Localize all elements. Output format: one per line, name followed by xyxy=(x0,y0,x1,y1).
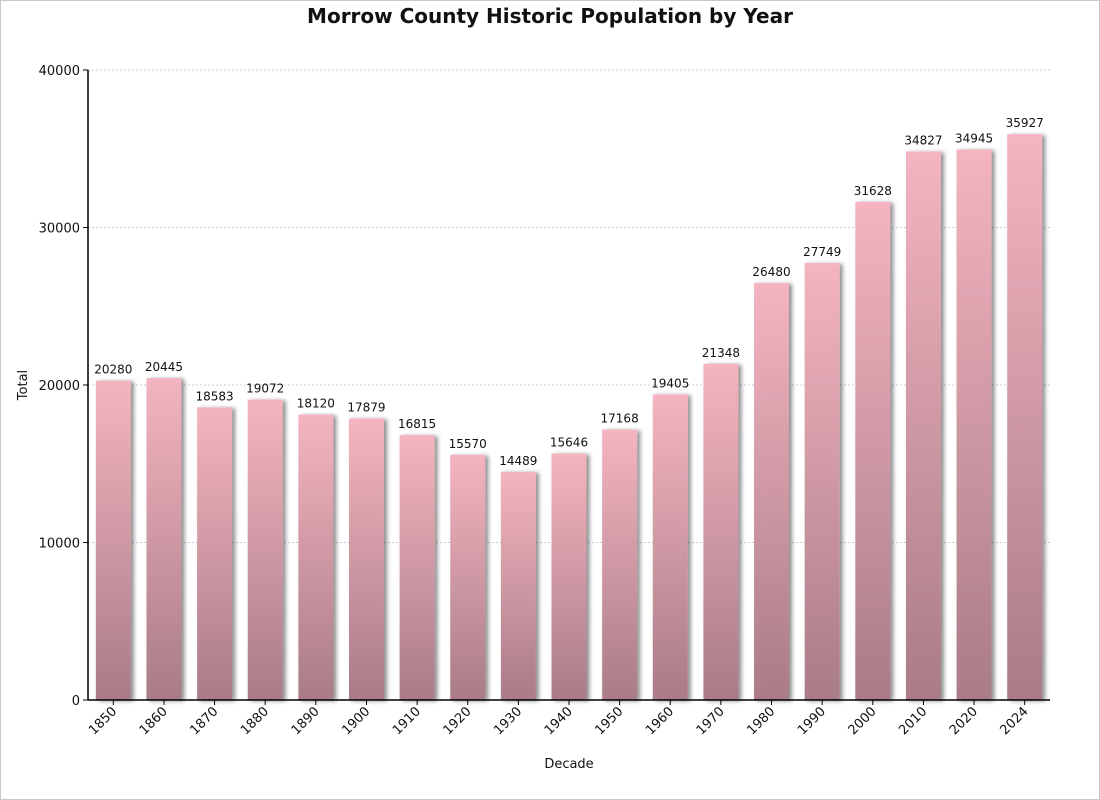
bar-1910 xyxy=(399,435,435,700)
data-label: 16815 xyxy=(398,417,436,431)
bar-1890 xyxy=(298,414,334,700)
x-tick-label: 1980 xyxy=(744,704,778,738)
bar-1930 xyxy=(500,471,536,700)
x-tick-label: 1920 xyxy=(441,704,475,738)
data-label: 20445 xyxy=(145,360,183,374)
data-label: 26480 xyxy=(752,265,790,279)
x-tick-label: 1890 xyxy=(289,704,323,738)
y-tick-label: 0 xyxy=(72,694,80,709)
data-label: 19405 xyxy=(651,376,689,390)
data-label: 35927 xyxy=(1006,116,1044,130)
data-label: 17168 xyxy=(601,412,639,426)
x-tick-label: 2020 xyxy=(947,704,981,738)
bar-1940 xyxy=(551,453,587,700)
bar-1870 xyxy=(197,407,233,700)
data-label: 18120 xyxy=(297,397,335,411)
data-label: 27749 xyxy=(803,245,841,259)
x-tick-label: 1970 xyxy=(694,704,728,738)
x-tick-label: 1930 xyxy=(491,704,525,738)
bar-2000 xyxy=(855,201,891,700)
y-tick-label: 40000 xyxy=(39,64,80,79)
x-tick-label: 1870 xyxy=(187,704,221,738)
y-tick-label: 20000 xyxy=(39,379,80,394)
bar-2010 xyxy=(905,151,941,701)
data-label: 31628 xyxy=(854,184,892,198)
x-axis-label: Decade xyxy=(544,757,593,772)
x-tick-label: 1950 xyxy=(592,704,626,738)
x-tick-label: 1900 xyxy=(339,704,373,738)
chart-title: Morrow County Historic Population by Yea… xyxy=(307,4,793,28)
x-tick-label: 1990 xyxy=(795,704,829,738)
bar-1860 xyxy=(146,377,182,700)
data-label: 19072 xyxy=(246,382,284,396)
bar-1900 xyxy=(349,418,384,700)
x-tick-label: 2000 xyxy=(846,704,880,738)
x-tick-label: 1880 xyxy=(238,704,272,738)
y-tick-label: 30000 xyxy=(39,222,80,237)
bar-1950 xyxy=(602,429,638,700)
data-label: 18583 xyxy=(195,389,233,403)
x-tick-label: 2024 xyxy=(998,704,1032,738)
x-tick-label: 1860 xyxy=(137,704,171,738)
y-tick-label: 10000 xyxy=(39,537,80,552)
data-label: 20280 xyxy=(94,363,132,377)
bar-1980 xyxy=(754,282,789,700)
data-label: 15646 xyxy=(550,436,588,450)
data-label: 34827 xyxy=(904,133,942,147)
x-tick-label: 1960 xyxy=(643,704,677,738)
data-label: 15570 xyxy=(449,437,487,451)
data-label: 34945 xyxy=(955,132,993,146)
x-tick-label: 2010 xyxy=(896,704,930,738)
bar-1920 xyxy=(450,454,486,700)
bar-2020 xyxy=(956,149,992,700)
y-axis-label: Total xyxy=(16,370,31,401)
data-label: 21348 xyxy=(702,346,740,360)
x-tick-label: 1910 xyxy=(390,704,424,738)
bar-1960 xyxy=(652,394,688,700)
data-label: 17879 xyxy=(347,400,385,414)
x-tick-label: 1940 xyxy=(542,704,576,738)
bar-2024 xyxy=(1007,134,1043,700)
bar-1880 xyxy=(247,399,283,700)
bar-1970 xyxy=(703,363,739,700)
x-tick-label: 1850 xyxy=(86,704,120,738)
bar-1850 xyxy=(95,380,131,700)
data-label: 14489 xyxy=(499,454,537,468)
bar-1990 xyxy=(804,262,840,700)
